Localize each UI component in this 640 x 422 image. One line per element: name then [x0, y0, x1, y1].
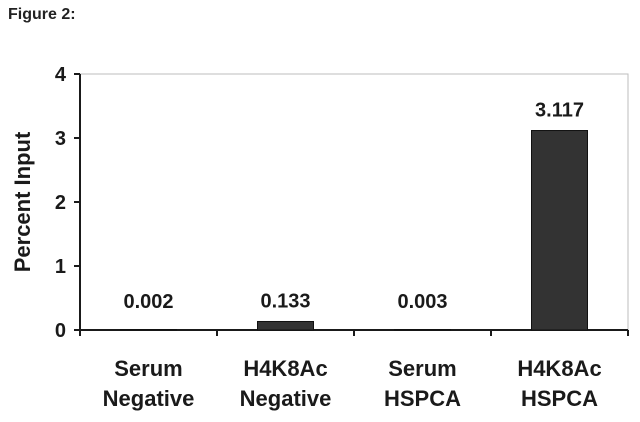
bar	[531, 130, 588, 331]
y-tick-label: 3	[55, 128, 66, 150]
data-labels: 0.002 0.133 0.003 3.117	[123, 100, 584, 313]
bar	[257, 320, 314, 331]
y-axis-title: Percent Input	[10, 131, 35, 272]
y-tick-label: 4	[55, 64, 67, 86]
category-label: Negative	[103, 386, 195, 411]
category-labels: Serum Negative H4K8Ac Negative Serum HSPCA H4K…	[79, 330, 629, 411]
data-label: 3.117	[535, 100, 584, 122]
category-label: HSPCA	[521, 386, 598, 411]
y-tick-label: 2	[55, 192, 66, 214]
category-label: HSPCA	[384, 386, 461, 411]
y-axis-ticks: 0 1 2 3 4	[55, 64, 80, 342]
bar	[120, 329, 177, 331]
figure-label: Figure 2:	[8, 6, 76, 23]
data-label: 0.002	[123, 291, 173, 313]
y-tick-label: 0	[55, 320, 66, 342]
bars	[120, 130, 588, 331]
category-label: Serum	[388, 356, 456, 381]
category-label: H4K8Ac	[243, 356, 327, 381]
category-label: Serum	[114, 356, 182, 381]
category-label: Negative	[240, 386, 332, 411]
bar	[394, 329, 451, 331]
data-label: 0.003	[397, 291, 447, 313]
y-tick-label: 1	[55, 256, 66, 278]
data-label: 0.133	[260, 290, 310, 312]
category-label: H4K8Ac	[517, 356, 601, 381]
